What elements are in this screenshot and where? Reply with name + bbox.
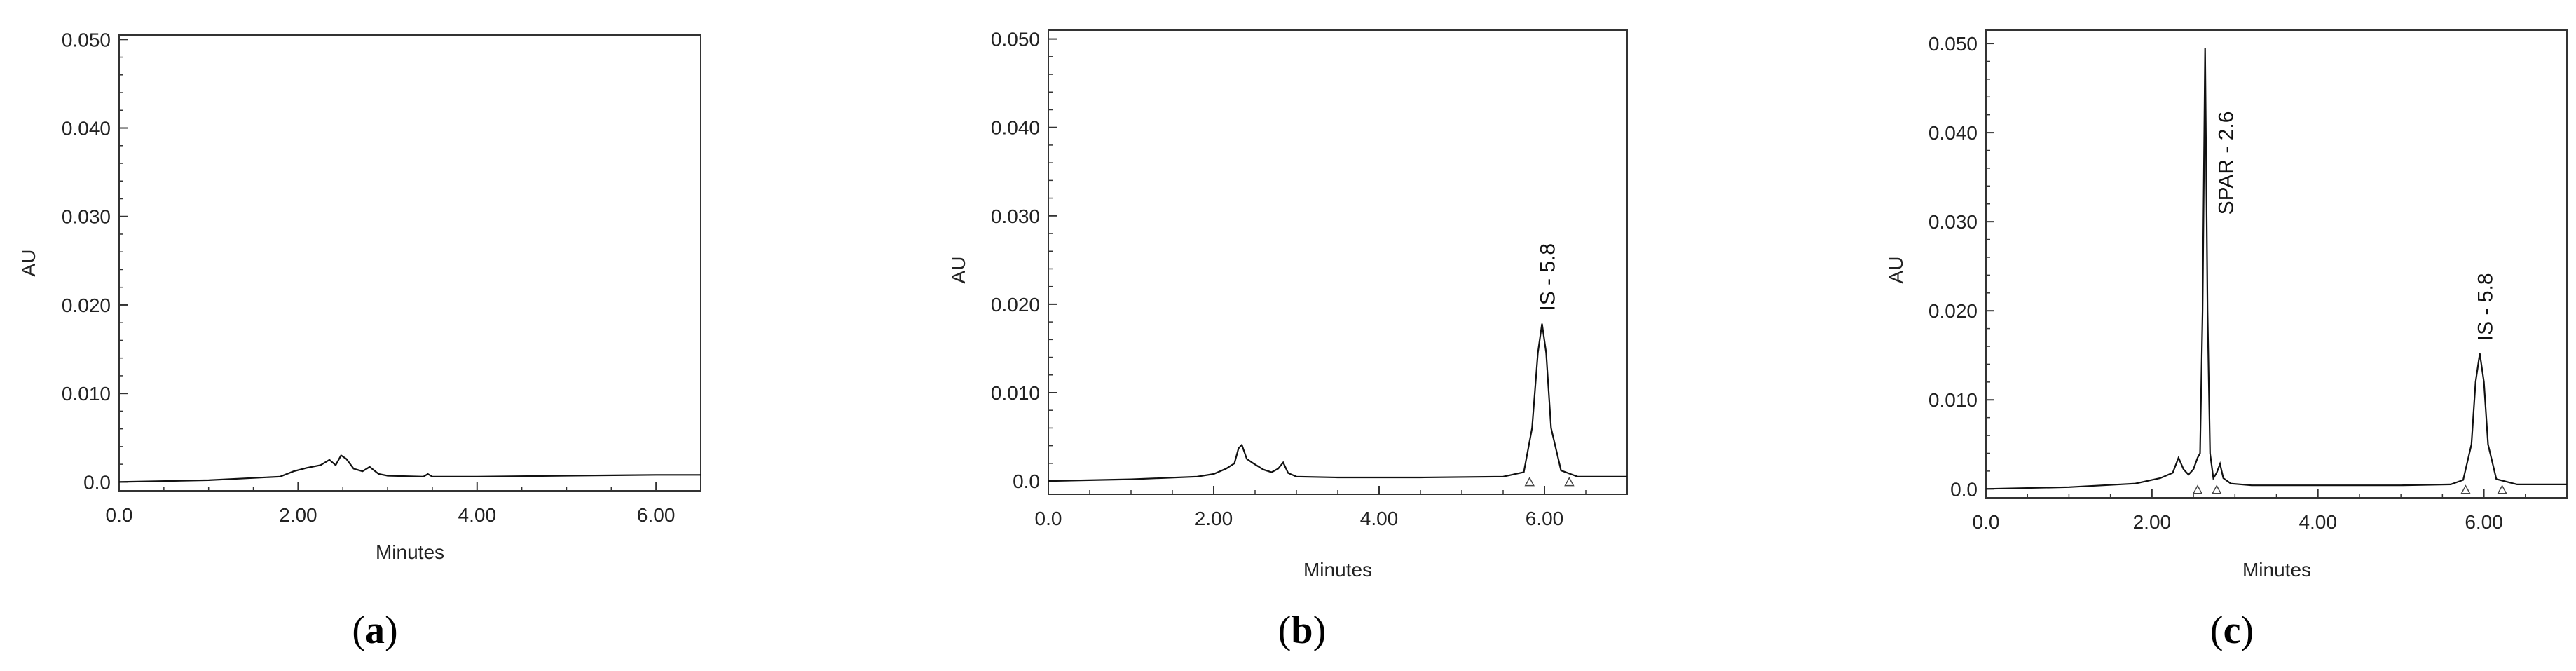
panel-b-y-tick-label: 0.050	[991, 29, 1040, 50]
panel-b-x-tick-label: 2.00	[1195, 508, 1233, 529]
panel-b-caption-open: (	[1278, 609, 1292, 652]
panel-c-x-tick-label: 2.00	[2133, 511, 2172, 533]
panel-b-xlabel: Minutes	[1303, 559, 1372, 581]
panel-a-caption-close: )	[385, 609, 398, 652]
panel-b-y-tick-label: 0.0	[1013, 470, 1040, 492]
panel-a-x-tick-label: 4.00	[458, 504, 497, 526]
panel-c-x-tick-label: 0.0	[1973, 511, 2000, 533]
panel-c-integration-mark	[2211, 484, 2222, 494]
panel-c-trace	[1985, 48, 2567, 490]
panel-a-x-tick-label: 0.0	[106, 504, 133, 526]
panel-a-caption-open: (	[352, 609, 365, 652]
panel-b-y-tick-label: 0.030	[991, 205, 1040, 227]
panel-c-caption-letter: c	[2224, 609, 2241, 652]
panel-b-x-tick-label: 6.00	[1526, 508, 1564, 529]
panel-c-integration-mark	[2192, 484, 2203, 494]
panel-c-x-tick-label: 6.00	[2465, 511, 2503, 533]
panel-c-peak-label-spar: SPAR - 2.6	[2215, 111, 2238, 215]
panel-c-y-tick-label: 0.010	[1928, 389, 1978, 411]
panel-b-y-tick-label: 0.040	[991, 117, 1040, 139]
panel-c-xlabel: Minutes	[2242, 559, 2311, 581]
panel-b-ylabel: AU	[947, 257, 969, 284]
panel-b-marks	[1524, 476, 1575, 487]
panel-b-integration-mark	[1524, 476, 1535, 487]
panel-c-marks	[2192, 484, 2507, 494]
panel-b-peak-label-is: IS - 5.8	[1536, 243, 1559, 311]
panel-c-y-tick-label: 0.0	[1950, 478, 1978, 500]
panel-b-y-tick-label: 0.020	[991, 294, 1040, 316]
panel-c-caption-open: (	[2210, 609, 2224, 652]
panel-b-ticks: 0.0 2.00 4.00 6.00 0.0 0.010 0.020 0.030 0.040 0.…	[991, 29, 1628, 529]
panel-b-caption-close: )	[1313, 609, 1327, 652]
panel-c-caption-close: )	[2240, 609, 2254, 652]
panel-c: 0.0 2.00 4.00 6.00 0.0 0.010 0.020 0.030 0.040 0.…	[1885, 29, 2568, 652]
panel-a: 0.0 2.00 4.00 6.00 0.0 0.010 0.020 0.030 0.040 0.…	[18, 29, 701, 652]
panel-a-trace	[118, 454, 701, 483]
panel-c-ylabel: AU	[1885, 257, 1907, 284]
panel-b-x-tick-label: 0.0	[1035, 508, 1062, 529]
panel-b-caption-letter: b	[1291, 609, 1313, 652]
panel-c-y-tick-label: 0.050	[1928, 33, 1978, 55]
panel-c-integration-mark	[2497, 484, 2507, 494]
panel-c-frame	[1985, 29, 2568, 499]
panel-a-y-tick-label: 0.050	[62, 29, 111, 50]
panel-b: 0.0 2.00 4.00 6.00 0.0 0.010 0.020 0.030 0.040 0.…	[947, 29, 1628, 652]
panel-c-y-tick-label: 0.040	[1928, 122, 1978, 144]
panel-c-ticks: 0.0 2.00 4.00 6.00 0.0 0.010 0.020 0.030 0.040 0.…	[1928, 33, 2568, 533]
panel-a-x-tick-label: 2.00	[279, 504, 317, 526]
panel-b-trace	[1048, 323, 1627, 482]
panel-a-y-tick-label: 0.040	[62, 118, 111, 140]
panel-a-ylabel: AU	[18, 250, 39, 277]
panel-c-y-tick-label: 0.030	[1928, 211, 1978, 233]
panel-c-y-tick-label: 0.020	[1928, 300, 1978, 322]
panel-a-y-tick-label: 0.020	[62, 294, 111, 316]
panel-a-y-tick-label: 0.010	[62, 383, 111, 405]
panel-c-x-tick-label: 4.00	[2298, 511, 2337, 533]
panel-b-y-tick-label: 0.010	[991, 382, 1040, 404]
panel-a-y-tick-label: 0.030	[62, 206, 111, 228]
panel-a-frame	[118, 34, 701, 492]
panel-b-caption: (b)	[1278, 609, 1326, 652]
panel-c-peak-label-is: IS - 5.8	[2474, 273, 2498, 341]
panel-a-caption: (a)	[352, 609, 397, 652]
panel-c-caption: (c)	[2210, 609, 2254, 652]
panel-b-x-tick-label: 4.00	[1360, 508, 1399, 529]
panel-a-ticks: 0.0 2.00 4.00 6.00 0.0 0.010 0.020 0.030 0.040 0.…	[62, 29, 701, 526]
panel-b-integration-mark	[1564, 476, 1575, 487]
panel-c-integration-mark	[2460, 484, 2471, 494]
panel-a-xlabel: Minutes	[376, 541, 444, 563]
panel-a-caption-letter: a	[365, 609, 385, 652]
panel-a-y-tick-label: 0.0	[83, 471, 111, 493]
panel-a-x-tick-label: 6.00	[637, 504, 676, 526]
